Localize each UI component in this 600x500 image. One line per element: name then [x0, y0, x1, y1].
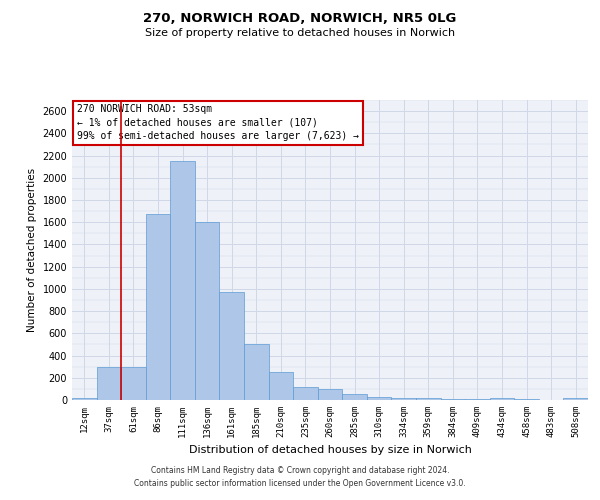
Bar	[318, 389, 342, 400]
Bar	[269, 372, 293, 400]
Text: Size of property relative to detached houses in Norwich: Size of property relative to detached ho…	[145, 28, 455, 38]
X-axis label: Distribution of detached houses by size in Norwich: Distribution of detached houses by size …	[188, 446, 472, 456]
Bar	[121, 367, 146, 400]
Bar	[440, 399, 465, 400]
Bar	[465, 399, 490, 400]
Bar	[72, 398, 97, 400]
Bar	[563, 398, 588, 400]
Text: 270, NORWICH ROAD, NORWICH, NR5 0LG: 270, NORWICH ROAD, NORWICH, NR5 0LG	[143, 12, 457, 26]
Bar	[220, 292, 244, 400]
Bar	[195, 222, 220, 400]
Text: Contains HM Land Registry data © Crown copyright and database right 2024.
Contai: Contains HM Land Registry data © Crown c…	[134, 466, 466, 487]
Bar	[244, 344, 269, 400]
Bar	[391, 398, 416, 400]
Text: 270 NORWICH ROAD: 53sqm
← 1% of detached houses are smaller (107)
99% of semi-de: 270 NORWICH ROAD: 53sqm ← 1% of detached…	[77, 104, 359, 141]
Bar	[342, 394, 367, 400]
Bar	[97, 366, 121, 400]
Y-axis label: Number of detached properties: Number of detached properties	[27, 168, 37, 332]
Bar	[367, 396, 391, 400]
Bar	[416, 398, 440, 400]
Bar	[490, 398, 514, 400]
Bar	[170, 161, 195, 400]
Bar	[146, 214, 170, 400]
Bar	[293, 386, 318, 400]
